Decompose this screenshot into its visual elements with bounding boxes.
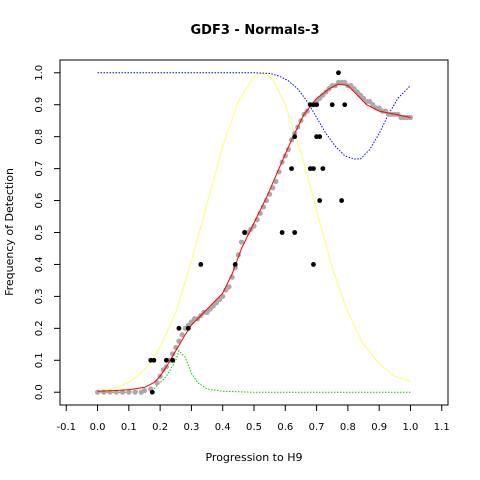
smoothed-point-15 [170,351,176,357]
x-tick-label-11: 1.0 [402,422,418,433]
observed-point-9 [242,230,248,235]
smoothed-point-78 [367,98,373,105]
observed-point-4 [170,357,176,363]
observed-points-layer [148,70,348,395]
y-tick-label-9: 0.9 [34,97,45,113]
y-tick-label-4: 0.4 [34,256,45,272]
x-tick-label-5: 0.4 [215,422,231,433]
observed-point-27 [342,102,348,108]
fit-line-layer [97,83,411,392]
observed-point-10 [279,230,285,235]
observed-point-17 [314,102,319,108]
observed-point-25 [336,70,341,76]
smoothed-point-37 [238,239,245,245]
observed-point-18 [311,166,316,172]
x-tick-label-2: 0.1 [121,422,137,433]
observed-point-22 [320,166,326,172]
y-tick-label-10: 1.0 [34,65,45,81]
y-tick-label-1: 0.1 [34,352,45,368]
x-tick-label-3: 0.2 [152,422,168,433]
smoothed-point-1 [101,389,107,395]
observed-point-1 [151,357,157,363]
y-tick-label-6: 0.6 [34,193,45,209]
y-tick-label-3: 0.3 [34,288,45,304]
x-tick-label-12: 1.1 [434,422,450,433]
observed-point-2 [149,389,155,395]
smoothed-point-8 [141,388,148,394]
smoothed-point-70 [342,79,348,85]
x-axis: -0.1 0.0 0.1 0.2 0.3 0.4 0.5 0.6 0.7 0.8 0.9 1.0 1.1 [57,405,450,433]
y-tick-label-7: 0.7 [34,161,45,177]
smoothed-points-layer [94,79,414,395]
observed-point-12 [289,166,294,172]
smoothed-point-4 [119,389,126,395]
x-axis-title: Progression to H9 [205,451,302,464]
x-tick-label-10: 0.9 [371,422,387,433]
observed-point-8 [232,262,238,267]
chart-title: GDF3 - Normals-3 [190,23,319,38]
y-tick-label-2: 0.2 [34,320,45,336]
fit-line [97,83,411,392]
y-tick-label-5: 0.5 [34,225,45,241]
smoothed-point-0 [94,389,101,395]
y-axis-title: Frequency of Detection [3,168,16,296]
x-tick-label-1: 0.0 [90,422,106,433]
smoothed-point-33 [226,284,232,290]
observed-point-26 [339,198,345,203]
smoothed-point-12 [160,367,166,373]
observed-point-21 [317,198,323,203]
smoothed-point-5 [126,389,132,395]
observed-point-3 [163,357,169,363]
x-tick-label-8: 0.7 [309,422,325,433]
observed-point-11 [292,230,298,235]
observed-point-24 [329,102,335,108]
observed-point-13 [292,134,298,140]
y-tick-label-0: 0.0 [34,384,45,400]
observed-point-20 [317,134,323,140]
smoothed-point-18 [179,332,185,338]
x-tick-label-7: 0.6 [277,422,293,433]
observed-point-7 [198,262,204,267]
smoothed-point-63 [320,92,326,98]
x-tick-label-9: 0.8 [340,422,356,433]
y-axis: 0.0 0.1 0.2 0.3 0.4 0.5 0.6 0.7 0.8 0.9 1.0 [34,65,60,400]
observed-point-6 [185,325,191,331]
x-tick-label-6: 0.5 [246,422,262,433]
smoothed-point-81 [376,105,382,111]
observed-point-5 [176,325,182,331]
y-tick-label-8: 0.8 [34,129,45,145]
x-tick-label-4: 0.3 [183,422,199,433]
smoothed-point-6 [132,389,138,395]
x-tick-label-0: -0.1 [57,422,77,433]
observed-point-23 [311,262,316,267]
green-curve [97,349,411,393]
smoothed-point-79 [370,102,376,108]
smoothed-point-48 [273,178,279,184]
